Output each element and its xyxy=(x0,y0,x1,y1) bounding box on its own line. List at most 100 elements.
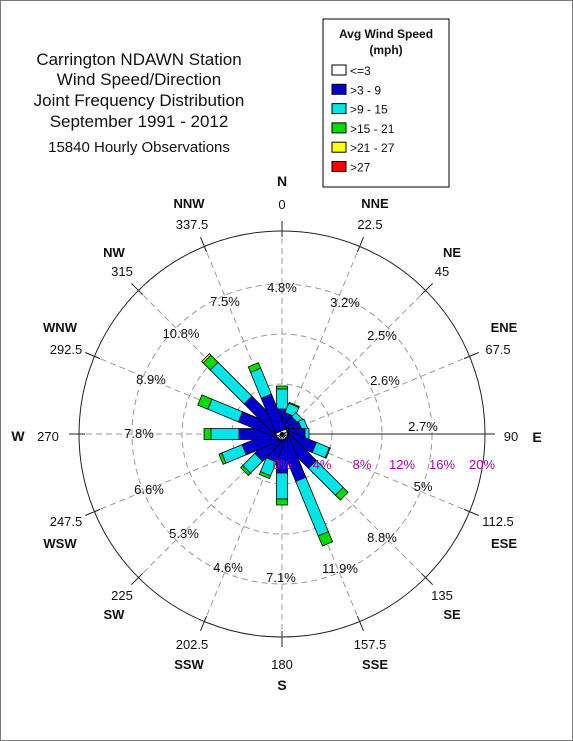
radial-tick-label: 12% xyxy=(389,457,415,472)
total-label-nne: 3.2% xyxy=(330,295,360,310)
total-label-n: 4.8% xyxy=(267,280,297,295)
bar-segment-ssw-3 xyxy=(258,471,272,480)
compass-degree-sw: 225 xyxy=(111,588,133,603)
compass-degree-e: 90 xyxy=(504,429,518,444)
total-label-se: 8.8% xyxy=(367,530,397,545)
compass-label-w: W xyxy=(11,428,25,444)
compass-tick xyxy=(356,237,364,253)
bar-segment-w-3 xyxy=(203,428,212,440)
compass-label-e: E xyxy=(532,429,541,445)
chart-title: Carrington NDAWN Station Wind Speed/Dire… xyxy=(34,50,245,156)
compass-label-ene: ENE xyxy=(491,320,518,335)
total-label-sse: 11.9% xyxy=(322,561,358,576)
legend-label: >21 - 27 xyxy=(350,141,395,155)
compass-tick xyxy=(420,572,433,585)
radial-tick-label: 4% xyxy=(313,457,332,472)
compass-degree-wsw: 247.5 xyxy=(50,514,83,529)
compass-label-nw: NW xyxy=(103,245,125,260)
compass-label-sse: SSE xyxy=(362,657,388,672)
total-label-sw: 5.3% xyxy=(169,526,199,541)
compass-label-s: S xyxy=(277,677,286,693)
legend-title-line-1: Avg Wind Speed xyxy=(339,27,433,41)
compass-degree-ssw: 202.5 xyxy=(176,637,209,652)
grid-spoke xyxy=(288,290,426,428)
bar-segment-se-3 xyxy=(334,486,349,501)
total-label-nnw: 7.5% xyxy=(210,294,240,309)
bar-segment-wsw-3 xyxy=(218,452,227,465)
compass-degree-n: 0 xyxy=(278,197,285,212)
total-label-e: 2.7% xyxy=(408,419,438,434)
compass-degree-s: 180 xyxy=(271,657,293,672)
legend-label: >9 - 15 xyxy=(350,103,388,117)
grid-spoke xyxy=(291,355,470,431)
total-label-w: 7.8% xyxy=(124,426,154,441)
bar-segment-nw-2 xyxy=(209,361,253,405)
bar-segment-s-3 xyxy=(276,498,288,506)
compass-degree-nnw: 337.5 xyxy=(176,217,209,232)
radial-tick-label: 20% xyxy=(469,457,495,472)
grid-spoke xyxy=(285,246,361,425)
total-label-ene: 2.6% xyxy=(370,373,400,388)
legend-label: >27 xyxy=(350,161,371,175)
compass-tick xyxy=(85,352,101,360)
bar-segment-n-2 xyxy=(276,388,288,410)
title-line-2: Wind Speed/Direction xyxy=(57,70,221,89)
compass-degree-wnw: 292.5 xyxy=(50,342,83,357)
legend-swatch xyxy=(331,103,347,115)
compass-label-ne: NE xyxy=(443,245,461,260)
compass-label-wnw: WNW xyxy=(43,320,78,335)
center-point xyxy=(280,432,284,436)
compass-degree-ne: 45 xyxy=(435,264,449,279)
total-label-s: 7.1% xyxy=(266,570,296,585)
compass-tick xyxy=(131,283,144,296)
compass-label-nnw: NNW xyxy=(173,196,205,211)
bar-segment-sse-2 xyxy=(295,476,329,537)
compass-tick xyxy=(200,237,208,253)
compass-label-sw: SW xyxy=(104,607,126,622)
bar-segment-wnw-3 xyxy=(197,394,213,410)
radial-tick-label: 8% xyxy=(353,457,372,472)
total-label-nw: 10.8% xyxy=(163,326,200,341)
bar-segment-nw-4 xyxy=(201,353,212,364)
bar-segment-sw-3 xyxy=(240,464,252,476)
legend-label: >15 - 21 xyxy=(350,122,395,136)
bar-segment-nnw-2 xyxy=(249,367,272,399)
compass-tick xyxy=(463,352,479,360)
legend: Avg Wind Speed (mph) <=3 >3 - 9 >9 - 15 >15… xyxy=(322,18,450,188)
legend-box xyxy=(322,18,450,188)
legend-title-line-2: (mph) xyxy=(369,43,402,57)
total-label-ese: 5% xyxy=(414,479,433,494)
total-label-wnw: 8.9% xyxy=(136,372,166,387)
legend-label: <=3 xyxy=(350,64,371,78)
compass-label-ese: ESE xyxy=(491,536,517,551)
total-label-ne: 2.5% xyxy=(367,328,397,343)
total-label-ssw: 4.6% xyxy=(213,560,243,575)
compass-degree-w: 270 xyxy=(37,429,59,444)
bar-segment-nne-3 xyxy=(288,401,300,409)
compass-label-ssw: SSW xyxy=(174,657,204,672)
legend-label: >3 - 9 xyxy=(350,83,381,97)
radial-tick-label: 16% xyxy=(429,457,455,472)
compass-degree-se: 135 xyxy=(431,588,453,603)
compass-tick xyxy=(463,508,479,516)
legend-swatch xyxy=(331,64,347,76)
total-label-wsw: 6.6% xyxy=(134,482,164,497)
compass-tick xyxy=(131,572,144,585)
compass-degree-ese: 112.5 xyxy=(482,514,514,529)
bar-segment-ese-3 xyxy=(324,447,331,459)
compass-label-se: SE xyxy=(443,607,461,622)
subtitle: 15840 Hourly Observations xyxy=(48,139,230,156)
compass-tick xyxy=(420,283,433,296)
compass-degree-ene: 67.5 xyxy=(485,342,510,357)
radial-tick-label: 0% xyxy=(273,457,292,472)
legend-swatch xyxy=(331,122,347,134)
bar-segment-nnw-3 xyxy=(247,362,262,373)
title-line-3: Joint Frequency Distribution xyxy=(34,91,245,110)
bar-segment-n-3 xyxy=(276,385,288,390)
compass-label-wsw: WSW xyxy=(43,536,77,551)
compass-label-nne: NNE xyxy=(361,196,389,211)
bar-segment-wnw-2 xyxy=(207,398,244,423)
compass-degree-nne: 22.5 xyxy=(357,217,382,232)
